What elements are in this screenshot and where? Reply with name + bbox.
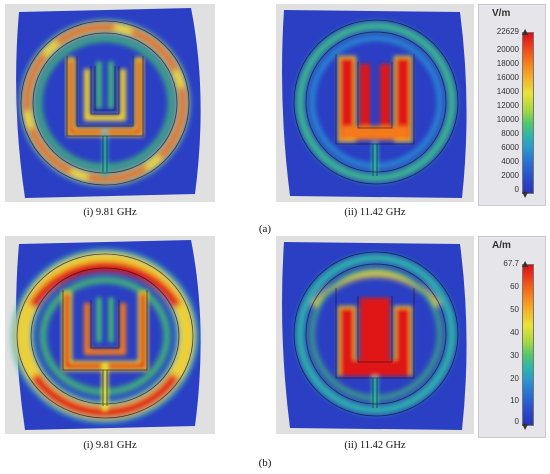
tick-label: 22629 (496, 27, 519, 36)
tick-label: 14000 (496, 87, 519, 96)
tick-label: 10000 (496, 115, 519, 124)
colorbar-legend-a: V/m ▲ ▼ 22629 20000 18000 16000 14000 12… (478, 4, 546, 206)
tick-label: 0 (514, 417, 519, 426)
section-label-a: (a) (258, 223, 272, 235)
tick-label: 2000 (501, 171, 519, 180)
min-marker-icon: ▼ (522, 190, 529, 199)
caption-b-ii: (ii) 11.42 GHz (344, 440, 406, 451)
legend-ticks-b: 67.7 60 50 40 30 20 10 0 (485, 260, 519, 426)
field-plot-e-9-81 (5, 4, 215, 202)
color-scale-a (522, 32, 534, 194)
field-plot-e-11-42 (276, 4, 474, 202)
legend-unit-b: A/m (492, 240, 511, 251)
max-marker-icon: ▲ (522, 259, 529, 268)
tick-label: 4000 (501, 157, 519, 166)
tick-label: 10 (510, 396, 519, 405)
tick-label: 60 (510, 282, 519, 291)
tick-label: 40 (510, 328, 519, 337)
tick-label: 0 (514, 185, 519, 194)
tick-label: 12000 (496, 101, 519, 110)
legend-unit-a: V/m (492, 8, 511, 19)
field-plot-h-11-42 (276, 236, 474, 434)
panel-b-i (5, 236, 215, 434)
tick-label: 16000 (496, 73, 519, 82)
tick-label: 8000 (501, 129, 519, 138)
panel-a-i (5, 4, 215, 202)
panel-a-ii (276, 4, 474, 202)
tick-label: 67.7 (503, 259, 519, 268)
tick-label: 6000 (501, 143, 519, 152)
legend-ticks-a: 22629 20000 18000 16000 14000 12000 1000… (485, 28, 519, 194)
min-marker-icon: ▼ (522, 422, 529, 431)
tick-label: 20 (510, 374, 519, 383)
tick-label: 20000 (496, 45, 519, 54)
tick-label: 18000 (496, 59, 519, 68)
panel-b-ii (276, 236, 474, 434)
field-plot-h-9-81 (5, 236, 215, 434)
max-marker-icon: ▲ (522, 27, 529, 36)
tick-label: 30 (510, 351, 519, 360)
section-label-b: (b) (258, 457, 272, 469)
colorbar-legend-b: A/m ▲ ▼ 67.7 60 50 40 30 20 10 0 (478, 236, 546, 438)
caption-a-ii: (ii) 11.42 GHz (344, 207, 406, 218)
tick-label: 50 (510, 305, 519, 314)
caption-a-i: (i) 9.81 GHz (83, 207, 137, 218)
color-scale-b (522, 264, 534, 426)
caption-b-i: (i) 9.81 GHz (83, 440, 137, 451)
